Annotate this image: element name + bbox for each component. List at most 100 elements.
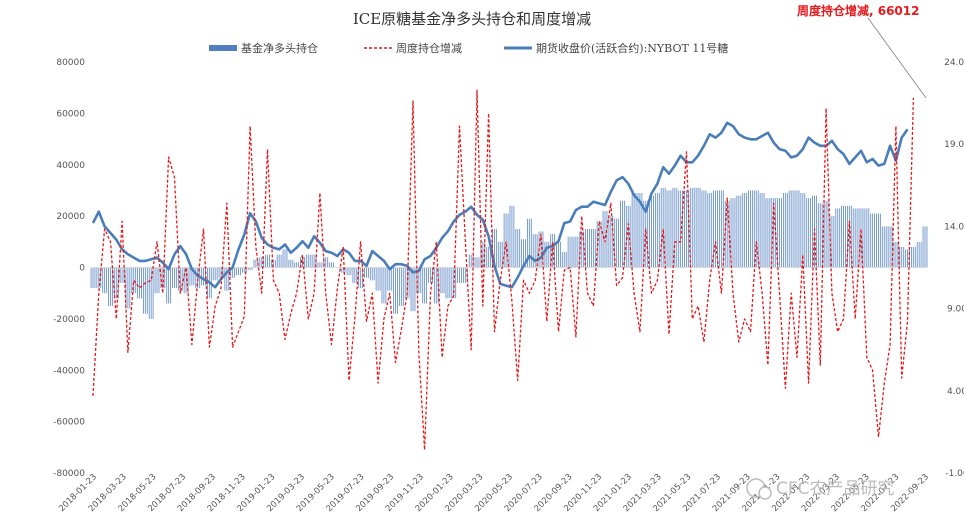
y-right-tick-label: -1.00 (945, 469, 964, 479)
net-long-bar (321, 262, 323, 268)
net-long-bar (127, 267, 129, 309)
net-long-bar (228, 267, 230, 291)
net-long-bar (144, 267, 146, 314)
net-long-bar (852, 208, 854, 268)
net-long-bar (305, 254, 307, 268)
net-long-bar (590, 228, 592, 268)
net-long-bar (509, 205, 511, 268)
net-long-bar (903, 246, 905, 268)
net-long-bar (879, 213, 881, 268)
net-long-bar (653, 195, 654, 268)
net-long-bar (625, 205, 627, 268)
net-long-bar (183, 267, 185, 294)
net-long-bar (618, 218, 620, 268)
net-long-bar (505, 213, 507, 268)
net-long-bar (168, 267, 170, 304)
net-long-bar (141, 267, 142, 299)
net-long-bar (684, 190, 685, 268)
net-long-bar (521, 239, 523, 268)
net-long-bar (589, 228, 590, 268)
net-long-bar (472, 254, 474, 268)
net-long-bar (354, 267, 356, 283)
net-long-bar (175, 267, 177, 289)
y-left-tick-label: 60000 (56, 109, 85, 119)
net-long-bar (515, 228, 517, 268)
net-long-bar (164, 267, 166, 289)
net-long-bar (253, 259, 255, 268)
net-long-bar (815, 195, 817, 268)
net-long-bar (269, 254, 270, 268)
net-long-bar (501, 241, 503, 268)
net-long-bar (98, 267, 100, 289)
net-long-bar (507, 213, 509, 268)
net-long-bar (197, 267, 199, 289)
net-long-bar (668, 190, 670, 268)
net-long-bar (367, 267, 369, 278)
legend-label-weekly-change: 周度持仓增减 (396, 41, 462, 55)
net-long-bar (410, 267, 412, 312)
net-long-bar (656, 193, 658, 268)
net-long-bar (678, 190, 680, 268)
net-long-bar (790, 190, 792, 268)
net-long-bar (137, 267, 139, 299)
net-long-bar (546, 241, 548, 268)
net-long-bar (212, 267, 214, 281)
net-long-bar (519, 228, 521, 268)
net-long-bar (331, 262, 332, 268)
chart-title: ICE原糖基金净多头持仓和周度增减 (353, 10, 591, 28)
net-long-bar (470, 254, 472, 268)
net-long-bar (612, 216, 614, 268)
net-long-bar (722, 190, 724, 268)
net-long-bar (400, 267, 402, 307)
net-long-bar (835, 208, 837, 268)
net-long-bar (389, 267, 391, 291)
net-long-bar (559, 241, 561, 268)
net-long-bar (705, 190, 707, 268)
net-long-bar (476, 257, 478, 268)
net-long-bar (402, 267, 404, 307)
net-long-bar (464, 267, 466, 283)
legend: 基金净多头持仓 周度持仓增减 期货收盘价(活跃合约):NYBOT 11号糖 (209, 41, 728, 55)
net-long-bar (602, 210, 604, 268)
net-long-bar (631, 193, 633, 268)
net-long-bar (414, 267, 416, 312)
net-long-bar (486, 246, 488, 268)
net-long-bar (686, 190, 687, 268)
net-long-bar (377, 267, 379, 291)
net-long-bar (817, 203, 819, 268)
net-long-bar (495, 228, 497, 268)
net-long-bar (177, 267, 179, 291)
net-long-bar (391, 267, 393, 291)
net-long-bar (831, 216, 833, 268)
net-long-bar (113, 267, 115, 299)
legend-label-net-long: 基金净多头持仓 (241, 41, 318, 55)
net-long-bar (294, 262, 296, 268)
annotation: 周度持仓增减, 66012 (797, 3, 927, 99)
net-long-bar (658, 193, 660, 268)
net-long-bar (296, 262, 298, 268)
net-long-bar (236, 267, 237, 276)
net-long-bar (94, 267, 96, 289)
net-long-bar (823, 200, 825, 268)
net-long-bar (344, 267, 346, 273)
net-long-bar (540, 231, 542, 268)
net-long-bar (821, 203, 823, 268)
net-long-bar (777, 198, 779, 268)
net-long-bar (846, 205, 848, 268)
net-long-bar (664, 187, 666, 268)
net-long-bar (148, 267, 150, 319)
net-long-bar (251, 267, 253, 271)
net-long-bar (895, 241, 897, 268)
net-long-bar (635, 193, 637, 268)
net-long-bar (773, 198, 775, 268)
net-long-bar (166, 267, 168, 304)
net-long-bar (581, 231, 583, 268)
net-long-bar (563, 252, 565, 268)
net-long-bar (272, 259, 274, 268)
net-long-bar (117, 267, 119, 299)
net-long-bar (771, 198, 773, 268)
net-long-bar (699, 187, 701, 268)
net-long-bar (259, 257, 261, 268)
annotation-label: 周度持仓增减, 66012 (797, 3, 920, 18)
